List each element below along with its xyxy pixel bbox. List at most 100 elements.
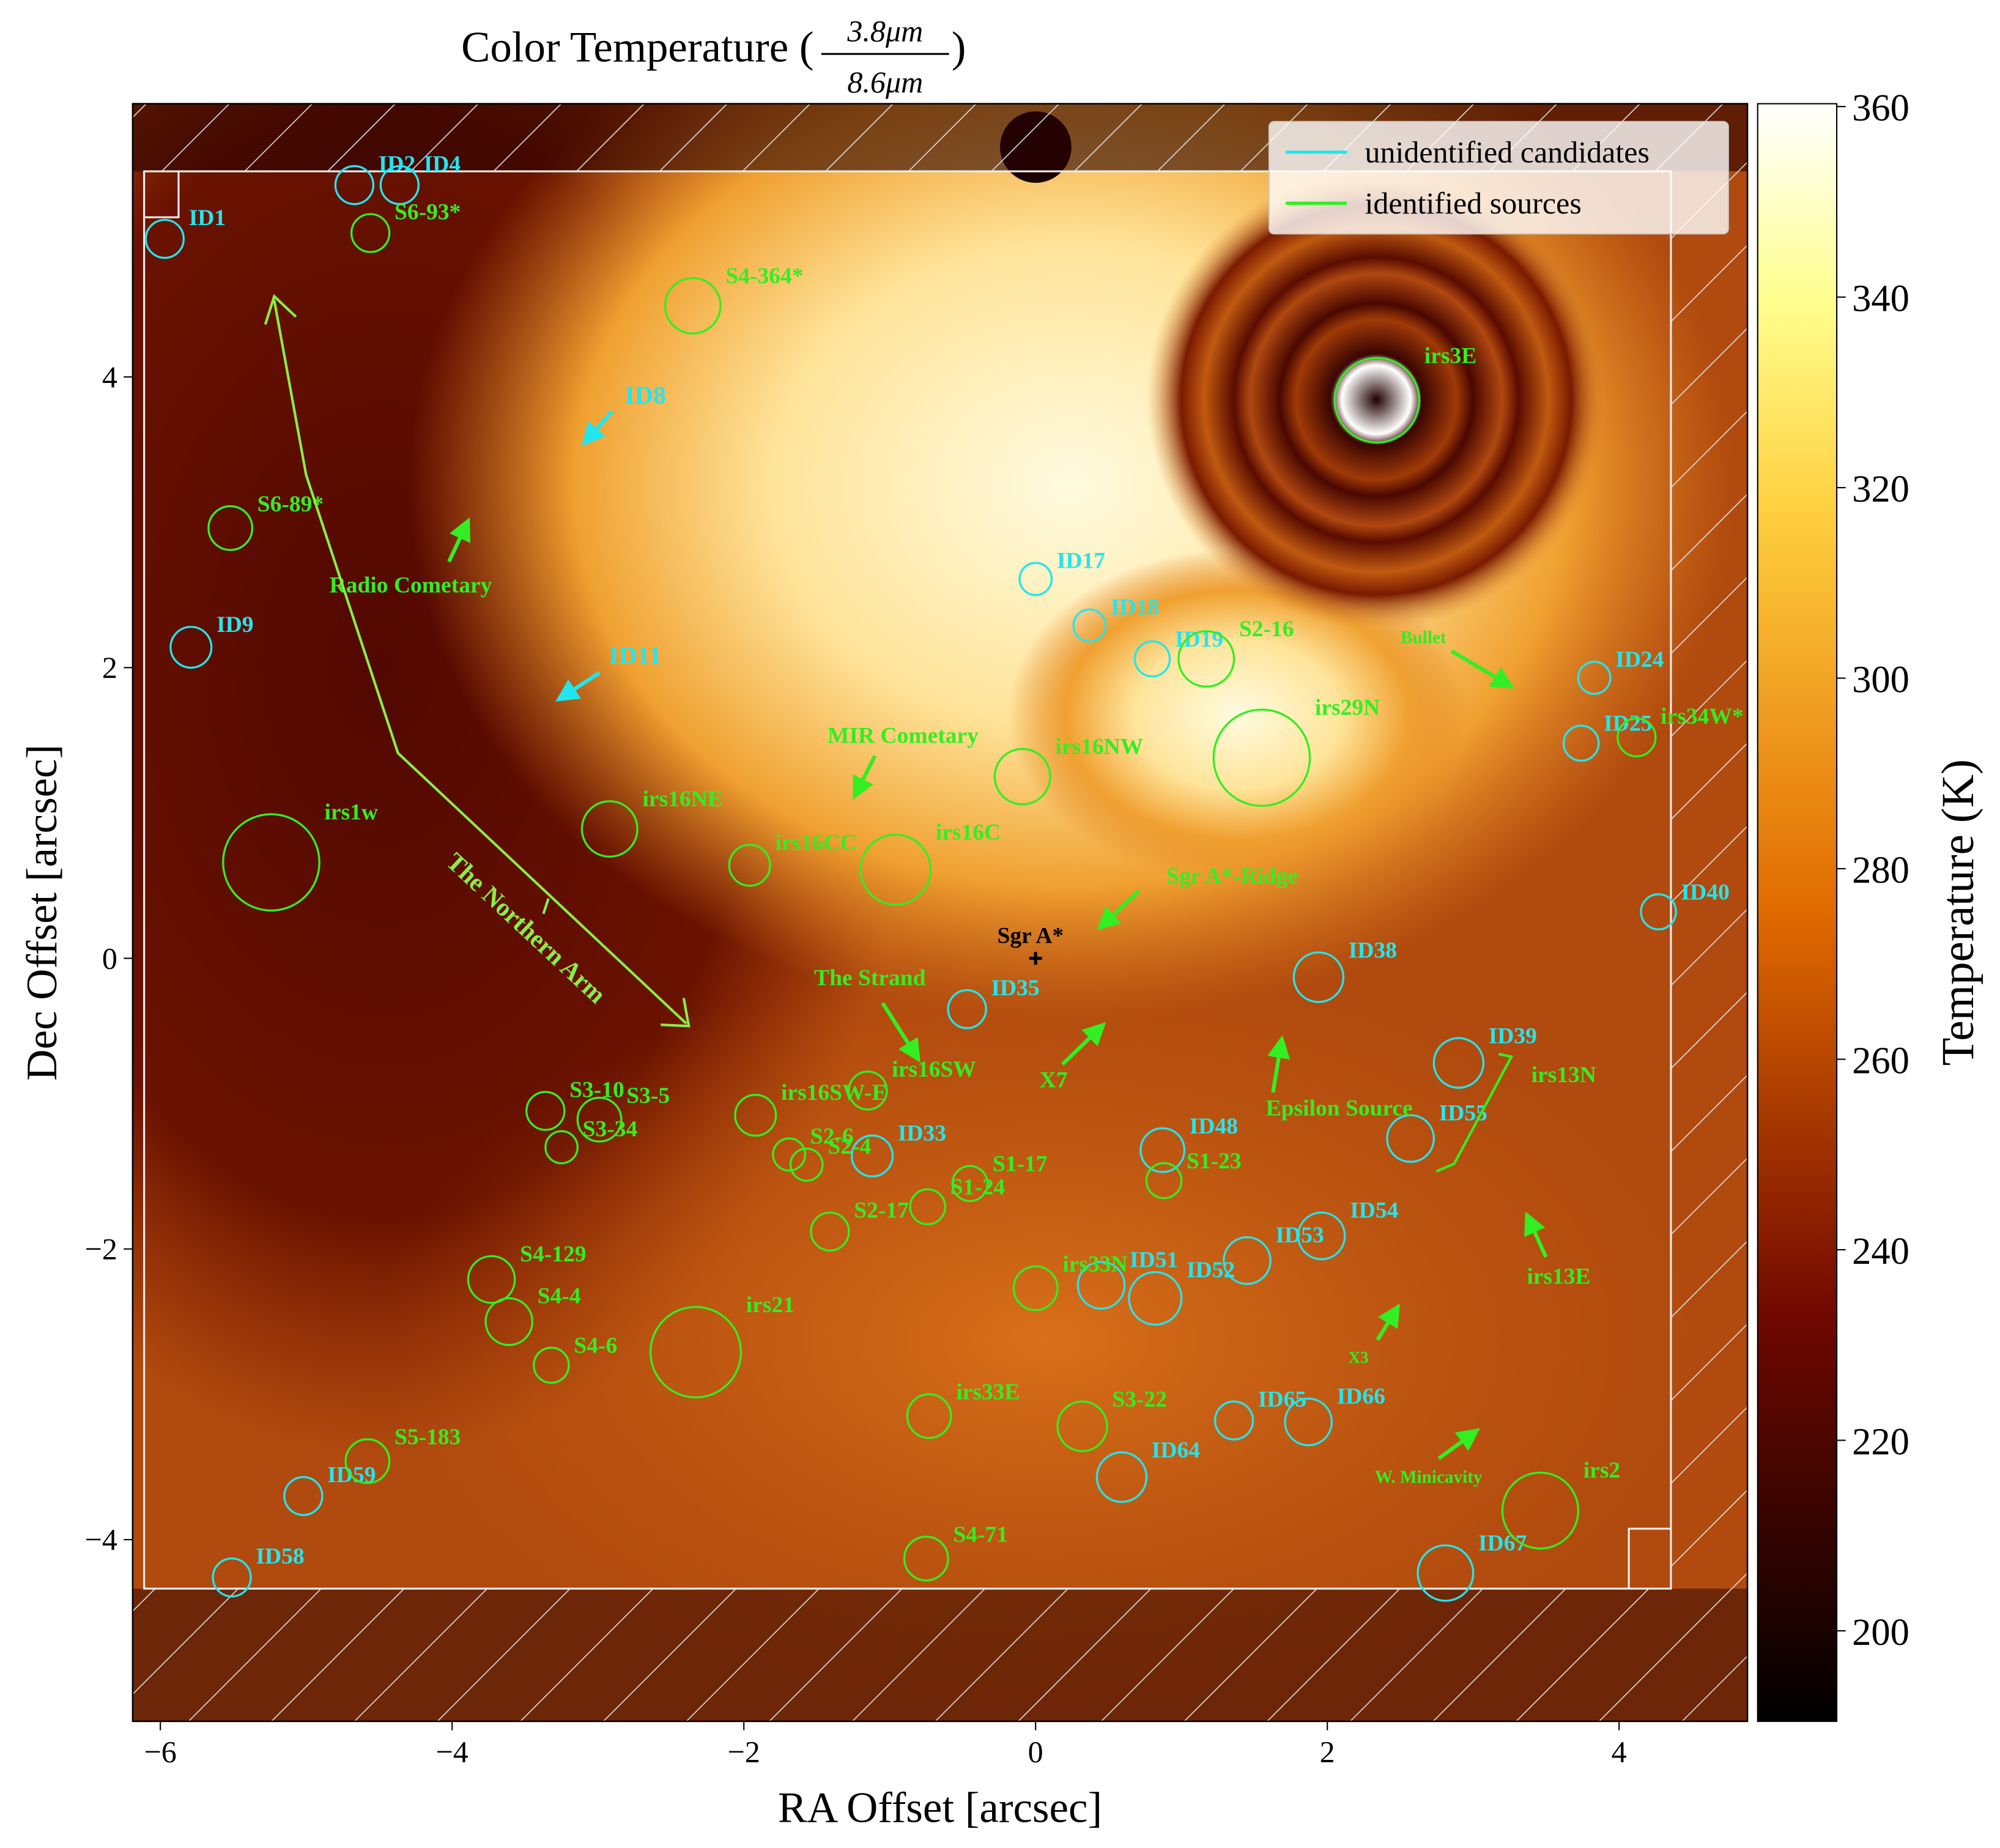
annotation: W. Minicavity <box>1375 1468 1483 1487</box>
source-circle <box>1417 1544 1475 1602</box>
source-circle <box>1284 1397 1333 1447</box>
source-circle <box>1018 562 1053 596</box>
source-circle <box>1213 1400 1254 1441</box>
annotation-arrow <box>1524 1211 1548 1258</box>
source-circle <box>810 1211 850 1252</box>
source-label: S1-23 <box>1187 1149 1242 1174</box>
legend: unidentified candidates identified source… <box>1268 121 1729 235</box>
source-label: S4-6 <box>574 1334 617 1359</box>
source-circle <box>664 276 722 335</box>
source-circle <box>350 213 391 253</box>
source-label: ID17 <box>1057 549 1105 574</box>
source-circle <box>947 989 987 1030</box>
source-circle <box>1617 717 1657 758</box>
source-label: ID4 <box>424 152 461 177</box>
annotation-arrow <box>1450 649 1515 689</box>
source-label: ID65 <box>1258 1387 1306 1412</box>
source-label: ID39 <box>1489 1023 1537 1048</box>
source-label: ID24 <box>1615 647 1664 672</box>
source-label: S2-4 <box>828 1134 871 1159</box>
annotation: irs13N <box>1531 1063 1596 1088</box>
source-label: ID9 <box>217 612 253 637</box>
source-circle <box>1432 1037 1485 1089</box>
source-circle <box>1386 1114 1435 1163</box>
source-label: irs2 <box>1583 1458 1620 1483</box>
x-tick-label: −6 <box>144 1735 177 1769</box>
annotation: Sgr A*-Ridge <box>1166 864 1298 889</box>
source-circle <box>1333 357 1421 444</box>
source-label: ID25 <box>1604 711 1652 737</box>
source-circle <box>169 626 213 669</box>
source-label: ID40 <box>1681 880 1730 905</box>
source-circle <box>1095 1451 1148 1503</box>
source-label: ID51 <box>1130 1247 1178 1272</box>
colorbar-tick-label: 360 <box>1852 86 1909 129</box>
source-circle <box>772 1137 807 1172</box>
irs13-bracket <box>1435 1053 1514 1173</box>
title-suffix: ) <box>952 24 966 72</box>
source-label: ID67 <box>1478 1531 1527 1556</box>
annotation-arrow <box>881 1002 920 1063</box>
source-label: irs21 <box>746 1293 794 1318</box>
source-label: S6-93* <box>394 199 461 225</box>
source-label: ID66 <box>1337 1384 1385 1409</box>
reference-marker <box>1029 952 1042 965</box>
source-label: ID53 <box>1276 1223 1324 1248</box>
source-label: ID18 <box>1111 595 1159 620</box>
source-label: irs16NE <box>642 787 722 812</box>
source-label: irs16CC <box>775 830 856 855</box>
annotation-arrow <box>555 671 601 702</box>
source-label: ID58 <box>256 1544 304 1569</box>
x-tick-label: 0 <box>1028 1735 1043 1769</box>
source-circle <box>1562 724 1600 762</box>
source-circle <box>993 748 1051 806</box>
source-label: ID52 <box>1187 1258 1235 1283</box>
source-circle <box>283 1475 324 1516</box>
title-numerator: 3.8μm <box>846 13 923 48</box>
source-circle <box>334 165 375 206</box>
source-circle <box>848 1071 888 1111</box>
source-circle <box>544 1130 579 1165</box>
source-circle <box>1297 1211 1346 1261</box>
source-label: ID33 <box>898 1121 946 1146</box>
annotation-arrow <box>582 410 614 446</box>
source-circle <box>903 1535 949 1582</box>
source-circle <box>1128 1271 1183 1326</box>
colorbar-tick-label: 320 <box>1852 467 1909 510</box>
y-tick-label: 4 <box>102 360 117 394</box>
source-label: irs34W* <box>1661 704 1743 729</box>
annotation-arrow <box>853 754 877 800</box>
annotation: X3 <box>1348 1348 1368 1367</box>
annotation: ID11 <box>609 642 662 670</box>
source-label: S4-129 <box>520 1242 586 1267</box>
y-tick-label: 2 <box>102 650 117 685</box>
northern-arm-heads <box>264 294 691 1028</box>
source-label: S1-24 <box>950 1175 1006 1200</box>
source-circle <box>484 1297 534 1346</box>
colorbar-tick-label: 300 <box>1852 658 1909 701</box>
annotation: Radio Cometary <box>330 573 492 598</box>
source-label: S3-22 <box>1112 1387 1167 1412</box>
source-circle <box>859 833 932 906</box>
source-label: S2-6 <box>810 1124 854 1149</box>
source-circle <box>533 1346 570 1384</box>
source-label: ID54 <box>1350 1198 1398 1223</box>
source-circle <box>1012 1265 1059 1312</box>
source-circle <box>212 1557 252 1598</box>
source-circle <box>1145 1162 1183 1200</box>
source-circle <box>789 1148 824 1182</box>
source-label: S2-17 <box>854 1198 909 1223</box>
source-label: ID55 <box>1439 1100 1487 1126</box>
source-label: S4-71 <box>953 1522 1008 1547</box>
annotation-arrow <box>1376 1303 1400 1341</box>
source-circle <box>525 1091 566 1131</box>
chart-title: Color Temperature ( 3.8μm 8.6μm ) <box>461 13 966 98</box>
source-circle <box>344 1438 391 1485</box>
x-tick-label: 2 <box>1320 1735 1335 1769</box>
source-label: irs16SW-E <box>781 1080 887 1105</box>
source-label: S5-183 <box>394 1425 461 1450</box>
source-label: irs33N <box>1062 1252 1127 1277</box>
source-circle <box>728 844 771 887</box>
source-label: irs16NW <box>1055 735 1143 760</box>
